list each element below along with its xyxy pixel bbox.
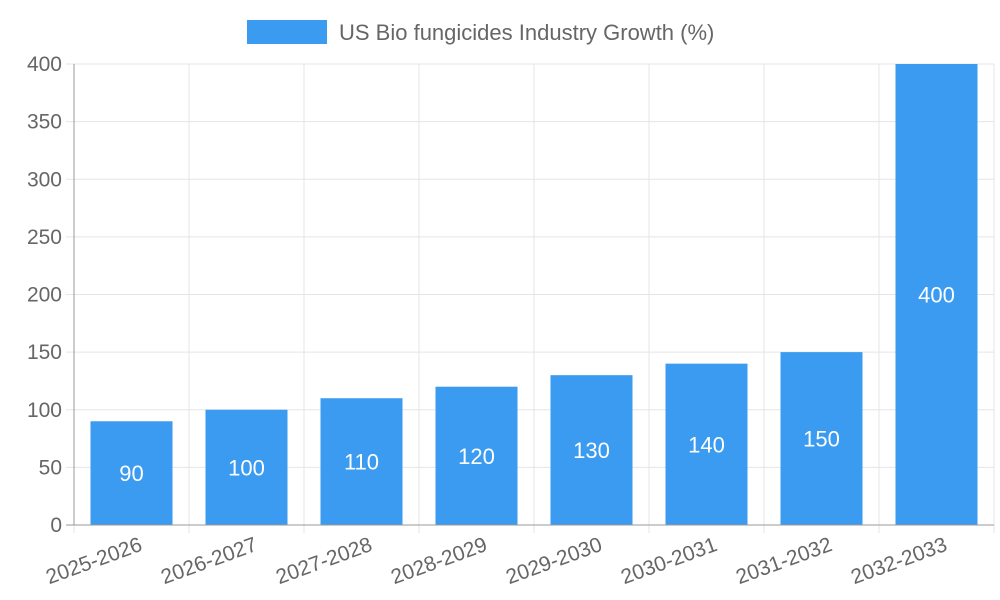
- x-tick-label: 2031-2032: [733, 533, 835, 589]
- y-tick-label: 300: [27, 168, 62, 191]
- x-tick-label: 2030-2031: [618, 533, 720, 589]
- y-tick-label: 0: [50, 514, 62, 537]
- y-tick-label: 100: [27, 399, 62, 422]
- x-tick-label: 2026-2027: [158, 533, 260, 589]
- x-axis-ticks: 2025-2026 2026-2027 2027-2028 2028-2029 2029…: [43, 533, 950, 589]
- x-tick-label: 2025-2026: [43, 533, 145, 589]
- bar-data-label: 90: [119, 461, 143, 486]
- x-tick-label: 2028-2029: [388, 533, 490, 589]
- bar: [90, 421, 173, 525]
- chart-bars: 90 100 110 120 130 140 150 400: [90, 64, 978, 525]
- y-tick-label: 250: [27, 226, 62, 249]
- chart-legend: US Bio fungicides Industry Growth (%): [247, 20, 714, 45]
- bar: [665, 363, 748, 525]
- y-tick-label: 400: [27, 53, 62, 76]
- x-tick-label: 2027-2028: [273, 533, 375, 589]
- y-tick-label: 350: [27, 111, 62, 134]
- chart-axes: [66, 64, 994, 526]
- y-tick-label: 200: [27, 284, 62, 307]
- bar: [435, 386, 518, 525]
- bar-data-label: 120: [458, 444, 495, 469]
- bar-data-label: 100: [228, 455, 265, 480]
- bar: [895, 64, 978, 525]
- bar-data-label: 400: [918, 283, 955, 308]
- bar-data-label: 140: [688, 432, 725, 457]
- y-tick-label: 50: [39, 456, 62, 479]
- bar-data-label: 110: [344, 450, 379, 475]
- bar: [780, 352, 863, 525]
- legend-entry: US Bio fungicides Industry Growth (%): [339, 20, 714, 45]
- bar-data-label: 130: [573, 438, 610, 463]
- x-tick-label: 2032-2033: [848, 533, 950, 589]
- y-tick-label: 150: [27, 341, 62, 364]
- legend-swatch: [247, 20, 327, 44]
- chart-grid: [66, 63, 995, 533]
- bar: [550, 375, 633, 525]
- y-axis-ticks: 0 50 100 150 200 250 300 350 400: [27, 53, 62, 537]
- bar: [320, 398, 403, 525]
- bar-data-label: 150: [803, 427, 840, 452]
- x-tick-label: 2029-2030: [503, 533, 605, 589]
- bar: [205, 409, 288, 525]
